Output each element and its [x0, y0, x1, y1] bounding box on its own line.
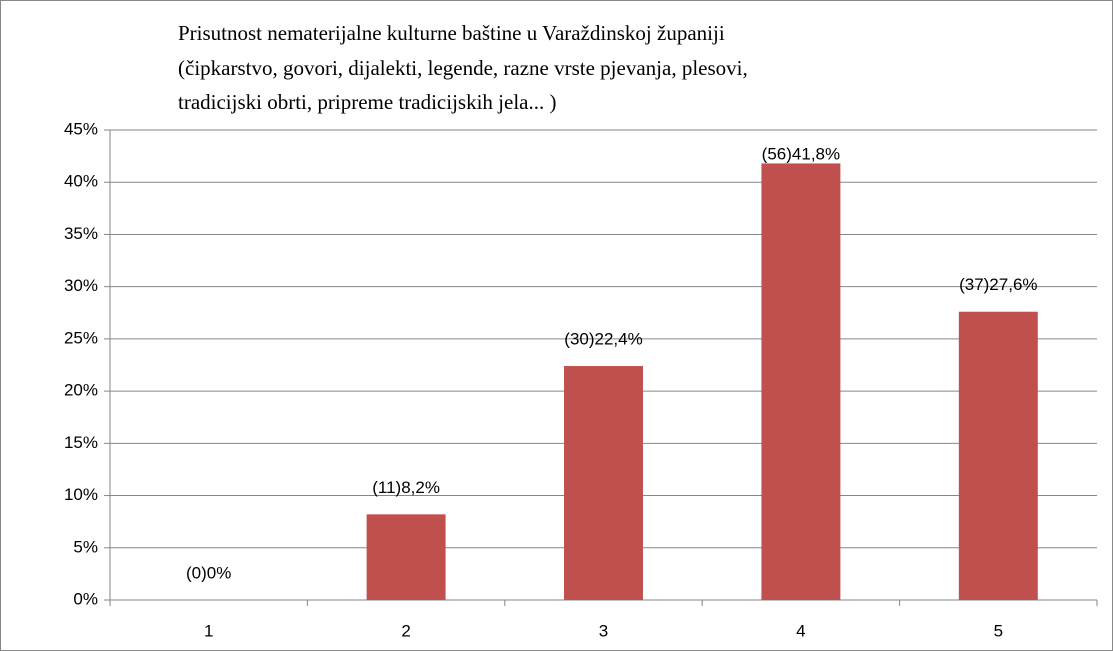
y-tick-label: 5% [73, 537, 98, 556]
data-label: (37)27,6% [959, 275, 1037, 294]
x-tick-label: 1 [204, 621, 213, 640]
y-tick-label: 0% [73, 589, 98, 608]
y-tick-label: 35% [64, 224, 98, 243]
chart-title: Prisutnost nematerijalne kulturne baštin… [178, 21, 725, 45]
data-label: (11)8,2% [372, 478, 440, 497]
y-tick-label: 20% [64, 381, 98, 400]
y-tick-label: 40% [64, 172, 98, 191]
y-tick-label: 25% [64, 328, 98, 347]
x-tick-label: 5 [994, 621, 1003, 640]
bar [958, 311, 1038, 600]
x-tick-label: 2 [401, 621, 410, 640]
chart-title: (čipkarstvo, govori, dijalekti, legende,… [178, 56, 748, 80]
x-tick-label: 4 [796, 621, 805, 640]
data-label: (56)41,8% [762, 144, 840, 163]
bar [366, 514, 446, 600]
y-tick-label: 10% [64, 485, 98, 504]
data-label: (0)0% [186, 563, 231, 582]
data-label: (30)22,4% [564, 330, 642, 349]
bar [761, 163, 841, 600]
y-tick-label: 30% [64, 276, 98, 295]
x-tick-label: 3 [599, 621, 608, 640]
chart-title: tradicijski obrti, pripreme tradicijskih… [178, 90, 556, 114]
y-tick-label: 45% [64, 119, 98, 138]
y-tick-label: 15% [64, 433, 98, 452]
bar [564, 366, 643, 600]
